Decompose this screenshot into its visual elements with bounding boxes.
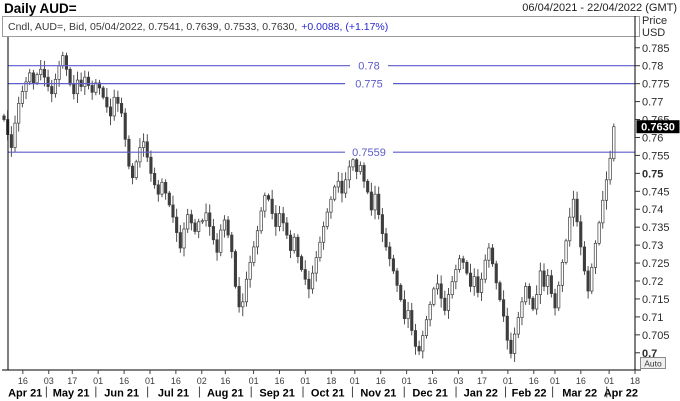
svg-text:0.73: 0.73 (642, 240, 663, 252)
month-label: May 21 (53, 388, 90, 400)
svg-text:16: 16 (576, 376, 586, 386)
svg-text:16: 16 (274, 376, 284, 386)
month-label: Sep 21 (259, 388, 294, 400)
svg-text:16: 16 (119, 376, 129, 386)
level-label: 0.7559 (352, 147, 386, 159)
svg-text:16: 16 (376, 376, 386, 386)
svg-text:0.7630: 0.7630 (641, 122, 675, 134)
page-title: Daily AUD= (4, 1, 77, 16)
svg-text:0.74: 0.74 (642, 204, 663, 216)
svg-text:17: 17 (67, 376, 77, 386)
candlestick-series (2, 51, 616, 362)
month-label: Apr 22 (604, 388, 638, 400)
svg-text:0.715: 0.715 (642, 294, 670, 306)
svg-text:0.76: 0.76 (642, 132, 663, 144)
svg-text:01: 01 (604, 376, 614, 386)
svg-text:0.725: 0.725 (642, 258, 670, 270)
month-label: Jun 21 (104, 388, 139, 400)
svg-text:0.735: 0.735 (642, 222, 670, 234)
month-label: Feb 22 (512, 388, 547, 400)
legend-change-text: +0.0088, (+1.17%) (301, 20, 389, 33)
svg-text:01: 01 (550, 376, 560, 386)
svg-text:01: 01 (402, 376, 412, 386)
svg-text:01: 01 (249, 376, 259, 386)
price-axis-title: Price (642, 15, 667, 27)
svg-text:16: 16 (220, 376, 230, 386)
legend-row[interactable]: Cndl, AUD=, Bid, 05/04/2022, 0.7541, 0.7… (2, 16, 640, 37)
month-label: Nov 21 (360, 388, 396, 400)
month-label: Dec 21 (412, 388, 447, 400)
svg-text:0.78: 0.78 (642, 61, 663, 73)
svg-text:01: 01 (300, 376, 310, 386)
svg-text:0.77: 0.77 (642, 97, 663, 109)
svg-text:0.71: 0.71 (642, 312, 663, 324)
svg-text:0.705: 0.705 (642, 330, 670, 342)
svg-text:0.75: 0.75 (642, 168, 663, 180)
svg-text:16: 16 (529, 376, 539, 386)
month-label: Oct 21 (311, 388, 345, 400)
svg-text:02: 02 (197, 376, 207, 386)
svg-text:01: 01 (503, 376, 513, 386)
legend-ohlc-text: Cndl, AUD=, Bid, 05/04/2022, 0.7541, 0.7… (8, 20, 298, 33)
month-label: Jul 21 (158, 388, 189, 400)
svg-text:16: 16 (18, 376, 28, 386)
month-label: Mar 22 (562, 388, 597, 400)
svg-text:18: 18 (630, 376, 640, 386)
level-label: 0.775 (355, 78, 383, 90)
svg-text:03: 03 (453, 376, 463, 386)
auto-scale-button[interactable]: Auto (640, 357, 666, 369)
svg-text:17: 17 (477, 376, 487, 386)
svg-text:0.72: 0.72 (642, 276, 663, 288)
plot-borders (2, 16, 641, 371)
date-range-label: 06/04/2021 - 22/04/2022 (GMT) (522, 2, 677, 14)
svg-text:01: 01 (145, 376, 155, 386)
time-axis[interactable]: 16 03 17 01 16 01 16 02 16 01 16 01 18 01 16 01 16 03 17 01… (8, 370, 640, 400)
svg-text:0.745: 0.745 (642, 186, 670, 198)
svg-text:16: 16 (171, 376, 181, 386)
svg-text:0.755: 0.755 (642, 150, 670, 162)
svg-text:0.7: 0.7 (642, 348, 657, 360)
level-label: 0.78 (358, 61, 379, 73)
svg-text:18: 18 (326, 376, 336, 386)
svg-text:03: 03 (44, 376, 54, 386)
svg-text:0.775: 0.775 (642, 79, 670, 91)
svg-text:01: 01 (93, 376, 103, 386)
month-label: Jan 22 (464, 388, 498, 400)
svg-text:01: 01 (350, 376, 360, 386)
horizontal-level-lines[interactable]: 0.78 0.775 0.7559 (8, 59, 635, 159)
svg-text:Auto: Auto (644, 358, 662, 368)
svg-text:0.785: 0.785 (642, 43, 670, 55)
month-label: Aug 21 (207, 388, 244, 400)
price-axis[interactable]: PriceUSD0.7850.780.7750.770.7650.760.755… (635, 15, 670, 360)
month-label: Apr 21 (8, 388, 42, 400)
svg-text:16: 16 (428, 376, 438, 386)
price-axis-currency: USD (642, 27, 665, 39)
last-price-tag: 0.7630 (636, 120, 680, 134)
